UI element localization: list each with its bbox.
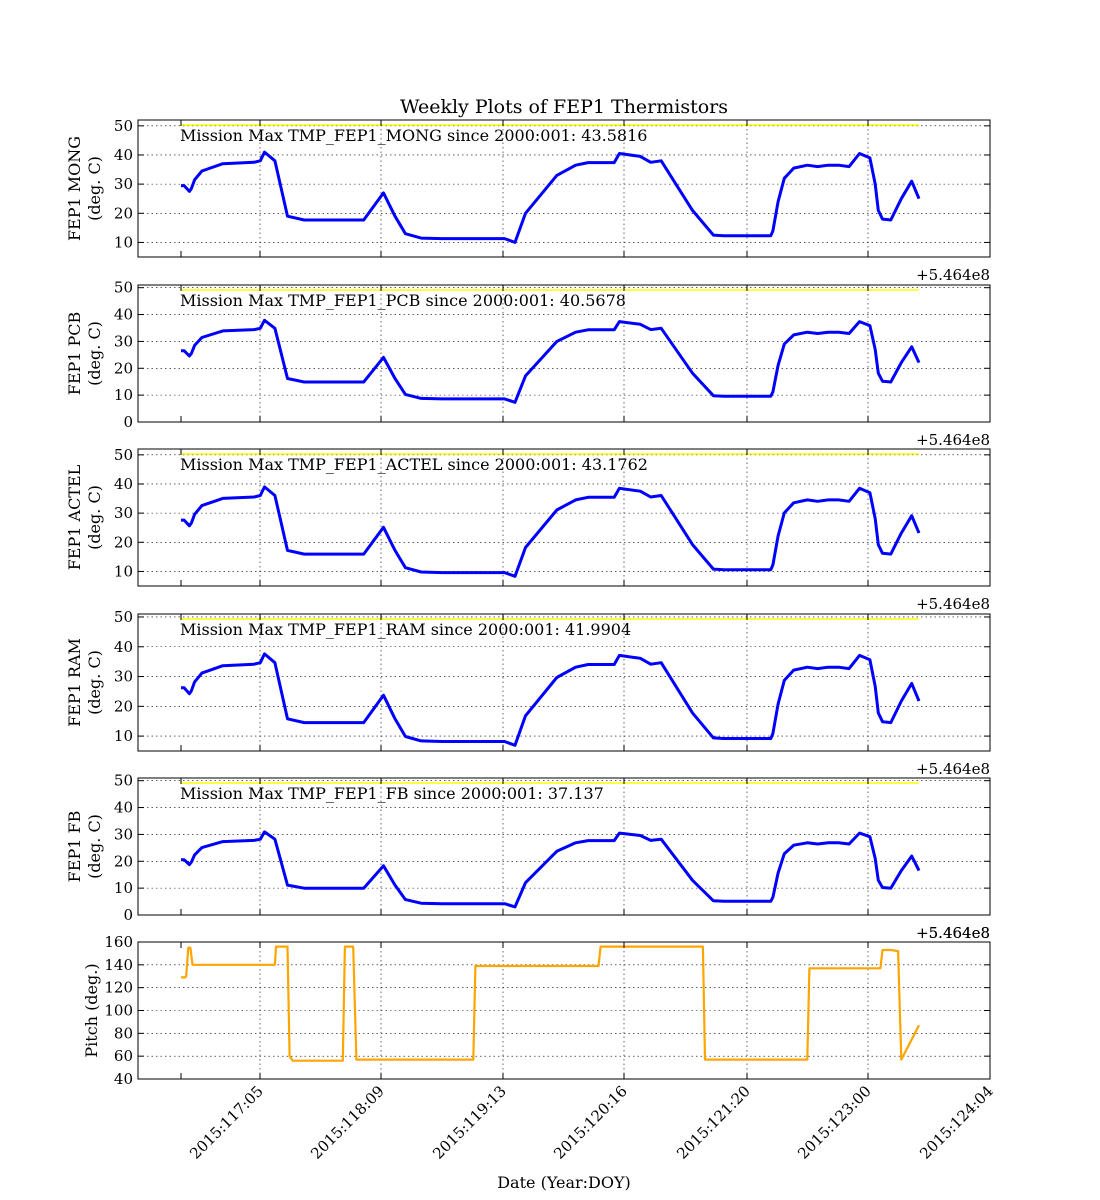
chart-title: Weekly Plots of FEP1 Thermistors <box>400 96 728 118</box>
y-tick-label: 20 <box>114 697 133 715</box>
axes-frame <box>137 941 991 1080</box>
y-tick-label: 80 <box>114 1024 133 1042</box>
y-axis-label: FEP1 MONG(deg. C) <box>65 136 104 241</box>
mission-max-annotation: Mission Max TMP_FEP1_FB since 2000:001: … <box>180 784 604 803</box>
y-tick-label: 50 <box>114 279 133 297</box>
y-axis-label-line: (deg. C) <box>85 650 104 715</box>
y-tick-label: 100 <box>104 1002 133 1020</box>
y-axis-label-line: FEP1 PCB <box>65 312 84 396</box>
x-offset-label: +5.464e8 <box>916 924 990 942</box>
y-tick-label: 60 <box>114 1047 133 1065</box>
temperature-series-line <box>181 485 921 578</box>
y-tick-label: 50 <box>114 772 133 790</box>
y-tick-label: 40 <box>114 799 133 817</box>
panel-1: 10 20 30 40 50 FEP1 MONG(deg. C) Mission Max T… <box>65 117 991 284</box>
axes-frame <box>137 448 991 587</box>
axes-frame <box>137 613 991 752</box>
panel-2: 0 10 20 30 40 50 FEP1 PCB(deg. C) Mission Max T… <box>65 279 991 449</box>
y-axis-label-line: (deg. C) <box>85 485 104 550</box>
y-tick-label: 120 <box>104 979 133 997</box>
x-axis-label: Date (Year:DOY) <box>497 1173 631 1192</box>
mission-max-annotation: Mission Max TMP_FEP1_ACTEL since 2000:00… <box>180 455 648 474</box>
x-offset-label: +5.464e8 <box>916 595 990 613</box>
grid-lines <box>138 120 990 257</box>
y-axis-label-line: FEP1 ACTEL <box>65 464 84 570</box>
panel-5: 0 10 20 30 40 50 FEP1 FB(deg. C) Mission Max TM… <box>65 772 991 942</box>
x-tick-label: 2015:117:05 <box>186 1082 267 1163</box>
y-tick-label: 30 <box>114 668 133 686</box>
y-tick-label: 20 <box>114 359 133 377</box>
pitch-series-line <box>181 945 920 1062</box>
y-axis-label: FEP1 RAM(deg. C) <box>65 638 104 727</box>
y-tick-label: 10 <box>114 386 133 404</box>
panel-4: 10 20 30 40 50 FEP1 RAM(deg. C) Mission Max TM… <box>65 608 991 778</box>
date-axis: 2015:117:05 2015:118:09 2015:119:13 2015:12… <box>186 1082 997 1163</box>
y-axis-label-line: FEP1 FB <box>65 811 84 883</box>
y-axis-label: FEP1 PCB(deg. C) <box>65 312 104 396</box>
y-tick-label: 140 <box>104 956 133 974</box>
mission-max-annotation: Mission Max TMP_FEP1_RAM since 2000:001:… <box>180 620 631 639</box>
grid-lines <box>138 614 990 751</box>
y-axis-label-line: (deg. C) <box>85 814 104 879</box>
y-tick-label: 10 <box>114 233 133 251</box>
y-tick-label: 40 <box>114 306 133 324</box>
y-tick-label: 30 <box>114 825 133 843</box>
x-tick-label: 2015:123:00 <box>794 1082 875 1163</box>
y-tick-label: 20 <box>114 204 133 222</box>
axes-frame <box>137 119 991 258</box>
x-offset-label: +5.464e8 <box>916 760 990 778</box>
x-tick-label: 2015:124:04 <box>916 1082 997 1163</box>
y-tick-label: 10 <box>114 879 133 897</box>
y-tick-label: 40 <box>114 146 133 164</box>
y-axis-label-line: FEP1 RAM <box>65 638 84 727</box>
x-tick-label: 2015:120:16 <box>550 1082 631 1163</box>
mission-max-annotation: Mission Max TMP_FEP1_PCB since 2000:001:… <box>180 291 626 310</box>
y-axis-label: FEP1 FB(deg. C) <box>65 811 104 883</box>
temperature-series-line <box>181 318 921 404</box>
x-tick-label: 2015:119:13 <box>429 1082 510 1163</box>
axes-frame <box>137 284 991 423</box>
y-tick-label: 20 <box>114 533 133 551</box>
y-tick-label: 30 <box>114 504 133 522</box>
x-offset-label: +5.464e8 <box>916 924 990 942</box>
grid-lines <box>138 449 990 586</box>
x-tick-label: 2015:121:20 <box>673 1082 754 1163</box>
y-axis-label-line: FEP1 MONG <box>65 136 84 241</box>
x-tick-label: 2015:118:09 <box>307 1082 388 1163</box>
mission-max-annotation: Mission Max TMP_FEP1_MONG since 2000:001… <box>180 126 647 145</box>
y-axis-label-line: (deg. C) <box>85 156 104 221</box>
y-tick-label: 30 <box>114 332 133 350</box>
grid-lines <box>138 942 990 1079</box>
y-axis-label: FEP1 ACTEL(deg. C) <box>65 464 104 570</box>
y-axis-label-line: Pitch (deg.) <box>82 963 101 1057</box>
y-tick-label: 10 <box>114 562 133 580</box>
y-tick-label: 50 <box>114 608 133 626</box>
y-tick-label: 40 <box>114 475 133 493</box>
x-offset-label: +5.464e8 <box>916 431 990 449</box>
y-tick-label: 50 <box>114 446 133 464</box>
temperature-series-line <box>181 830 921 909</box>
y-tick-label: 40 <box>114 1070 133 1088</box>
y-tick-label: 30 <box>114 175 133 193</box>
y-tick-label: 10 <box>114 727 133 745</box>
axes-frame <box>137 777 991 916</box>
grid-lines <box>138 285 990 422</box>
y-axis-label: Pitch (deg.) <box>82 963 101 1057</box>
temperature-series-line <box>181 652 921 747</box>
y-tick-label: 0 <box>123 906 133 924</box>
y-tick-label: 20 <box>114 852 133 870</box>
grid-lines <box>138 778 990 915</box>
y-tick-label: 50 <box>114 117 133 135</box>
x-offset-label: +5.464e8 <box>916 266 990 284</box>
panel-3: 10 20 30 40 50 FEP1 ACTEL(deg. C) Mission Max … <box>65 446 991 613</box>
y-tick-label: 40 <box>114 638 133 656</box>
temperature-series-line <box>181 150 921 244</box>
y-tick-label: 160 <box>104 933 133 951</box>
y-axis-label-line: (deg. C) <box>85 321 104 386</box>
y-tick-label: 0 <box>123 413 133 431</box>
